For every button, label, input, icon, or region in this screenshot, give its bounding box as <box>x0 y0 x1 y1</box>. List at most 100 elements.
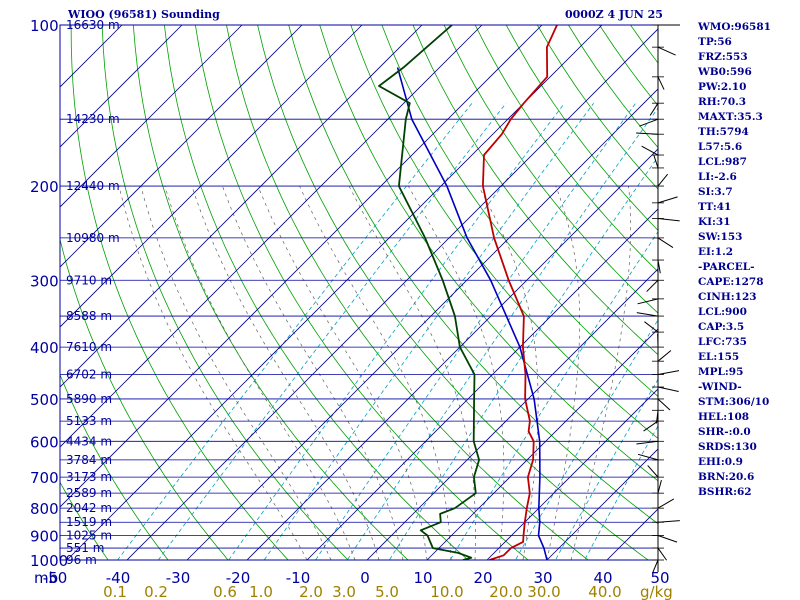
stat-line: TT:41 <box>698 201 732 213</box>
pressure-tick-label: 600 <box>30 433 59 451</box>
height-label: 5133 m <box>66 414 112 428</box>
temperature-tick-label: -50 <box>43 569 68 587</box>
temperature-tick-label: -20 <box>226 569 251 587</box>
wind-barb <box>644 321 659 333</box>
mixing-ratio-line <box>346 107 658 560</box>
wind-barb <box>657 46 676 56</box>
height-label: 2042 m <box>66 501 112 515</box>
isotherm <box>546 448 658 560</box>
stat-line: CAP:3.5 <box>698 321 745 333</box>
wind-barb <box>657 218 680 222</box>
moist-adiabat <box>257 185 428 560</box>
dry-adiabat <box>60 237 229 560</box>
temperature-tick-label: -40 <box>106 569 131 587</box>
wind-barb <box>637 298 659 305</box>
stat-line: SRDS:130 <box>698 441 757 453</box>
isotherm <box>186 88 658 560</box>
moist-adiabat <box>191 185 380 560</box>
parcel-trace <box>396 67 548 560</box>
wind-barb <box>657 76 665 90</box>
mixing-ratio-tick-label: 10.0 <box>430 583 463 600</box>
dry-adiabat <box>60 373 169 560</box>
moist-adiabat <box>546 185 581 560</box>
mixing-ratio-tick-label: 2.0 <box>299 583 323 600</box>
stat-line: TH:5794 <box>698 126 749 138</box>
height-label: 16630 m <box>66 18 120 32</box>
temperature-trace <box>482 25 558 560</box>
wind-barb <box>646 279 659 292</box>
wind-barb <box>657 386 679 393</box>
temperature-tick-label: 40 <box>593 569 612 587</box>
pressure-tick-label: 500 <box>30 391 59 409</box>
stat-line: LFC:735 <box>698 336 747 348</box>
stat-line: PW:2.10 <box>698 81 747 93</box>
mixing-ratio-tick-label: 20.0 <box>489 583 522 600</box>
mixing-ratio-line <box>554 378 658 560</box>
stat-line: BSHR:62 <box>698 486 752 498</box>
height-label: 6702 m <box>66 367 112 381</box>
dry-adiabat <box>412 25 658 356</box>
moist-adiabat <box>408 185 505 560</box>
moist-adiabat <box>570 186 631 560</box>
mixing-ratio-tick-label: 1.0 <box>249 583 273 600</box>
stat-line: KI:31 <box>698 216 731 228</box>
stat-line: CAPE:1278 <box>698 276 764 288</box>
isotherm <box>60 25 183 148</box>
wind-barb <box>653 154 659 169</box>
wind-barb <box>657 535 678 543</box>
wind-barb <box>657 479 662 494</box>
isotherm <box>60 25 483 448</box>
stat-line: RH:70.3 <box>698 96 747 108</box>
stat-line: -PARCEL- <box>698 261 755 273</box>
height-label: 7610 m <box>66 340 112 354</box>
wind-barb <box>657 498 675 509</box>
wind-barb <box>657 520 680 523</box>
height-label: 96 m <box>66 553 97 567</box>
stat-line: EI:1.2 <box>698 246 734 258</box>
dewpoint-trace <box>378 25 480 560</box>
wind-barb <box>657 259 661 274</box>
mixing-ratio-line <box>228 102 565 560</box>
stat-line: TP:56 <box>698 36 732 48</box>
moist-adiabat <box>118 186 308 560</box>
height-label: 3173 m <box>66 470 112 484</box>
wind-barb <box>639 118 659 127</box>
pressure-tick-label: 900 <box>30 528 59 546</box>
stat-line: -WIND- <box>698 381 742 393</box>
wind-barb <box>643 420 659 432</box>
isotherm <box>126 28 658 560</box>
dry-adiabat <box>443 25 658 314</box>
stat-line: WB0:596 <box>698 66 752 78</box>
isotherm <box>60 25 543 508</box>
mixing-ratio-tick-label: 0.6 <box>213 583 237 600</box>
stat-line: LI:-2.6 <box>698 171 737 183</box>
pressure-tick-label: 400 <box>30 339 59 357</box>
stat-line: CINH:123 <box>698 291 757 303</box>
wind-barb <box>652 559 659 573</box>
dry-adiabat <box>381 25 658 397</box>
dry-adiabat <box>0 25 55 571</box>
isotherm <box>486 388 658 560</box>
isotherm <box>366 268 658 560</box>
wind-barb <box>657 196 678 204</box>
pressure-tick-label: 1000 <box>30 552 68 570</box>
mixing-ratio-line <box>449 231 658 560</box>
wind-barb <box>636 440 659 445</box>
dry-adiabat <box>195 25 529 560</box>
height-label: 1025 m <box>66 529 112 543</box>
isotherm <box>306 208 658 560</box>
mixing-ratio-tick-label: 0.2 <box>144 583 168 600</box>
moist-adiabat <box>299 185 452 560</box>
dry-adiabat <box>60 481 109 560</box>
plot-frame <box>59 24 659 561</box>
temperature-tick-label: 50 <box>650 569 669 587</box>
wind-barb <box>636 132 659 135</box>
observation-time: 0000Z 4 JUN 25 <box>565 8 663 21</box>
mixing-ratio-line <box>584 425 658 560</box>
moist-adiabat <box>140 186 332 560</box>
dry-adiabat <box>474 25 658 273</box>
wind-barb <box>641 145 659 156</box>
height-label: 10980 m <box>66 231 120 245</box>
wind-barb <box>657 350 672 362</box>
stat-line: FRZ:553 <box>698 51 748 63</box>
